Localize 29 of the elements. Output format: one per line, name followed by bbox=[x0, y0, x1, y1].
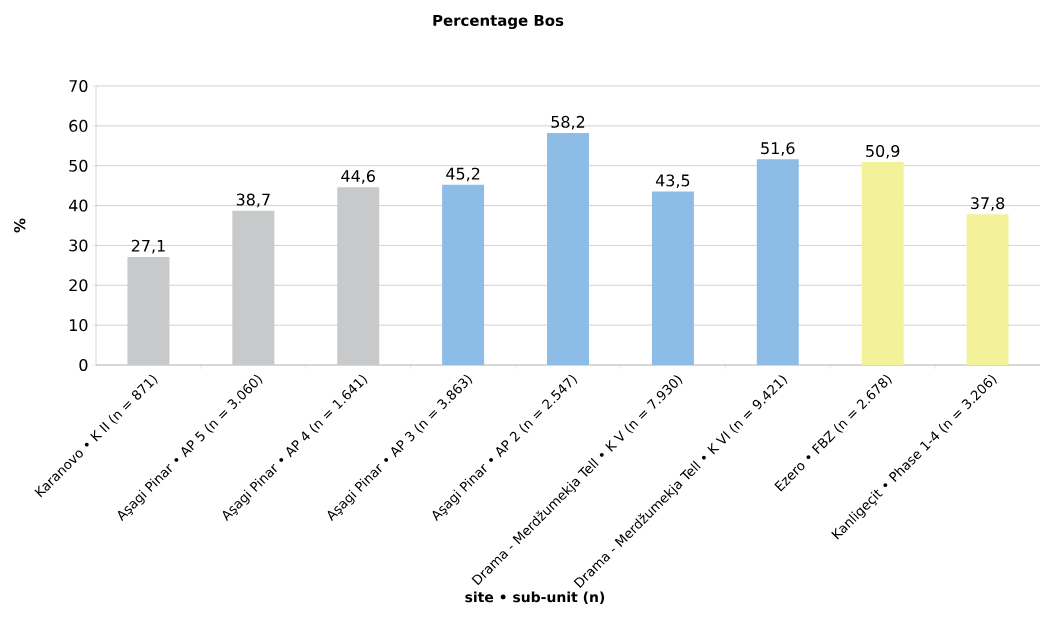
data-label: 50,9 bbox=[866, 144, 900, 159]
y-tick-label: 20 bbox=[69, 279, 88, 292]
data-label: 27,1 bbox=[131, 239, 165, 254]
bar bbox=[232, 210, 275, 365]
bar bbox=[337, 187, 380, 365]
data-label: 43,5 bbox=[655, 174, 690, 189]
data-label: 44,6 bbox=[341, 170, 375, 184]
y-tick-label: 0 bbox=[79, 358, 88, 372]
x-axis-title: site • sub-unit (n) bbox=[465, 591, 605, 604]
data-label: 58,2 bbox=[551, 115, 585, 130]
data-label: 51,6 bbox=[761, 142, 795, 156]
data-label: 45,2 bbox=[446, 167, 480, 182]
y-tick-label: 10 bbox=[69, 319, 88, 332]
bar bbox=[127, 256, 170, 365]
y-axis-title: % bbox=[14, 218, 26, 233]
y-tick-label: 50 bbox=[69, 159, 88, 172]
bar bbox=[966, 214, 1009, 365]
y-tick-label: 30 bbox=[69, 239, 88, 252]
bar bbox=[861, 162, 904, 365]
data-label: 38,7 bbox=[236, 193, 270, 208]
data-label: 37,8 bbox=[971, 197, 1005, 211]
y-tick-label: 60 bbox=[69, 119, 88, 132]
bar bbox=[651, 191, 694, 365]
bar bbox=[756, 159, 799, 365]
y-tick-label: 40 bbox=[68, 199, 88, 212]
bar bbox=[547, 133, 589, 365]
y-tick-label: 70 bbox=[69, 79, 88, 93]
chart-title: Percentage Bos bbox=[433, 14, 564, 30]
bar bbox=[442, 184, 485, 365]
